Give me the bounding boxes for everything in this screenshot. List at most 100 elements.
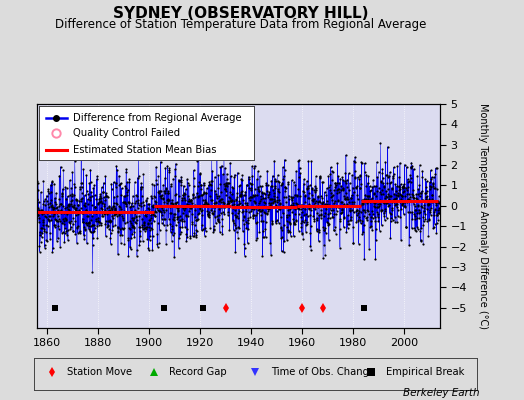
Point: [218, 231, 226, 238]
Point: [243, 200, 252, 206]
Point: [174, 208, 182, 214]
Point: [127, 203, 136, 209]
Point: [98, 210, 106, 216]
Point: [108, 227, 116, 233]
Point: [399, 211, 408, 218]
Point: [314, 199, 323, 206]
Point: [193, 182, 202, 189]
Point: [436, 210, 444, 216]
Point: [156, 192, 165, 199]
Point: [201, 228, 210, 234]
Point: [322, 198, 331, 204]
Point: [271, 176, 279, 182]
Point: [249, 193, 258, 199]
Point: [302, 221, 311, 228]
Point: [288, 197, 296, 204]
Point: [289, 200, 297, 206]
Point: [124, 237, 133, 243]
Point: [295, 157, 303, 164]
Point: [184, 202, 193, 208]
Point: [431, 185, 440, 192]
Point: [288, 209, 297, 216]
Point: [251, 192, 259, 198]
Point: [125, 199, 133, 206]
Point: [181, 224, 189, 231]
Point: [307, 158, 315, 164]
Point: [50, 211, 59, 217]
Point: [112, 200, 120, 206]
Point: [309, 187, 318, 194]
Point: [432, 202, 440, 208]
Point: [308, 196, 316, 203]
Point: [135, 213, 144, 219]
Point: [381, 172, 390, 178]
Point: [162, 226, 170, 233]
Point: [99, 188, 107, 195]
Point: [315, 173, 324, 180]
Point: [62, 216, 70, 223]
Point: [79, 210, 88, 216]
Point: [82, 207, 90, 214]
Point: [101, 209, 109, 216]
Point: [222, 180, 230, 186]
Point: [377, 208, 385, 214]
Point: [213, 212, 222, 219]
Point: [138, 216, 147, 222]
Point: [33, 196, 41, 203]
Point: [41, 209, 50, 215]
Point: [130, 200, 139, 207]
Point: [254, 207, 262, 214]
Point: [408, 216, 417, 222]
Point: [114, 224, 122, 230]
Point: [181, 197, 189, 204]
Point: [269, 198, 277, 205]
Point: [275, 189, 283, 196]
Point: [111, 207, 119, 214]
Point: [255, 206, 263, 212]
Point: [373, 204, 381, 210]
Point: [300, 188, 308, 195]
Point: [90, 222, 98, 228]
Point: [127, 235, 135, 241]
Point: [86, 228, 94, 234]
Point: [169, 216, 177, 222]
Text: Quality Control Failed: Quality Control Failed: [73, 128, 180, 138]
Point: [403, 197, 411, 203]
Point: [179, 192, 187, 198]
Point: [32, 196, 41, 202]
Point: [379, 174, 387, 181]
Point: [328, 214, 336, 220]
Point: [242, 182, 250, 188]
Point: [236, 192, 245, 199]
Point: [262, 182, 270, 188]
Point: [230, 227, 238, 233]
Point: [398, 202, 407, 208]
Point: [62, 196, 70, 202]
Point: [51, 195, 59, 201]
Point: [52, 216, 61, 223]
Point: [163, 198, 172, 204]
Point: [287, 232, 295, 239]
Point: [170, 254, 178, 260]
Point: [162, 186, 171, 192]
Point: [148, 180, 157, 187]
Point: [414, 186, 422, 193]
Point: [354, 216, 362, 223]
Point: [410, 201, 418, 207]
Point: [431, 170, 440, 177]
Point: [243, 202, 251, 209]
Point: [171, 173, 179, 179]
Point: [215, 196, 224, 203]
Point: [237, 189, 245, 195]
Point: [149, 211, 157, 217]
Point: [129, 214, 138, 221]
Point: [300, 219, 308, 226]
Point: [403, 191, 411, 197]
Point: [108, 208, 116, 214]
Point: [102, 193, 110, 200]
Point: [167, 229, 175, 235]
Point: [132, 213, 140, 219]
Point: [188, 221, 196, 227]
Point: [189, 195, 198, 202]
Point: [430, 212, 439, 218]
